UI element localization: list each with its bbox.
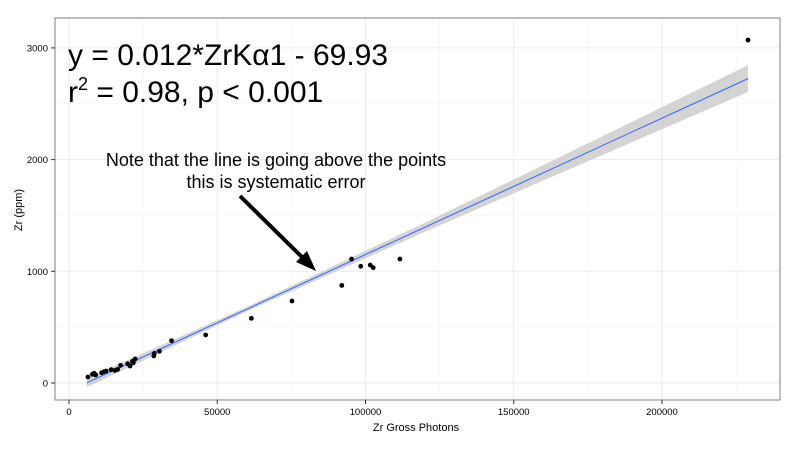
data-point [85,374,91,380]
axis-ticks: 0 50000 100000 150000 200000 0 1000 2000 3000 [27,43,678,418]
y-tick-label: 3000 [27,43,48,54]
data-point [157,348,162,354]
note-text-line2: this is systematic error [186,172,365,192]
data-point [108,367,114,373]
data-point [151,350,157,356]
x-tick-label: 200000 [646,407,678,418]
y-tick-label: 1000 [27,267,48,278]
data-point [289,298,295,304]
data-point [132,356,138,362]
data-point [203,332,209,338]
y-axis-label: Zr (ppm) [13,189,25,231]
data-point [118,362,123,368]
data-point [745,37,751,43]
x-axis-label: Zr Gross Photons [373,422,460,434]
data-points [85,37,751,380]
data-point [93,372,99,378]
data-point [358,263,364,269]
panel-border [54,17,781,401]
data-point [115,366,121,372]
data-point [397,256,403,262]
fit-line [86,78,749,384]
data-point [130,360,136,366]
y-tick-label: 2000 [27,155,48,166]
note-text-line1: Note that the line is going above the po… [106,150,446,170]
arrow-annotation [238,194,316,271]
equation-text: y = 0.012*ZrKα1 - 69.93 [68,39,388,72]
data-point [169,338,174,344]
x-tick-label: 0 [66,407,71,418]
r-squared-text: r2 = 0.98, p < 0.001 [68,74,323,109]
data-point [103,368,109,374]
y-tick-label: 0 [43,379,48,390]
x-tick-label: 150000 [498,407,530,418]
data-point [370,265,376,271]
x-tick-label: 50000 [204,407,230,418]
data-point [349,256,354,262]
x-tick-label: 100000 [350,407,382,418]
data-point [248,315,254,321]
data-point [339,282,345,288]
grid [55,18,780,400]
data-point [127,363,133,369]
plot-panel [55,18,780,400]
